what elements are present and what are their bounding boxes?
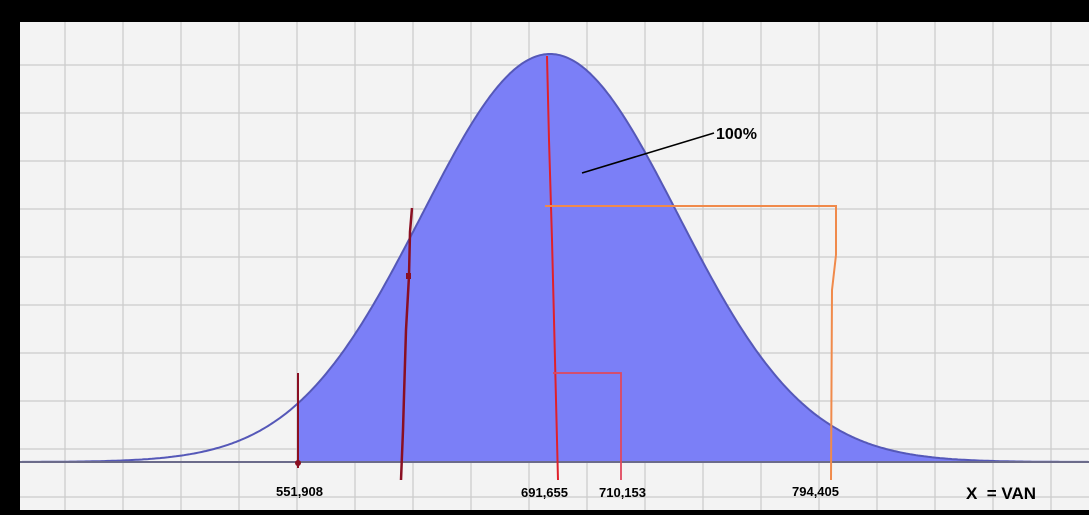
annotation-pointer (581, 132, 715, 174)
shaded-area (298, 54, 1089, 462)
tick-label-794405: 794,405 (792, 484, 839, 499)
marker-line-mean (546, 55, 559, 481)
normal-curve (22, 53, 1088, 463)
marker-line-intermediate (399, 207, 414, 481)
marker-dot-551908 (295, 460, 301, 466)
tick-label-710153: 710,153 (599, 485, 646, 500)
marker-dot-intermediate (406, 273, 411, 279)
bracket-794405 (545, 205, 837, 255)
tick-label-551908: 551,908 (276, 484, 323, 499)
bracket-794405-drop (830, 254, 837, 481)
bracket-710153 (553, 372, 622, 480)
tick-label-691655: 691,655 (521, 485, 568, 500)
annotation-label: 100% (716, 126, 757, 143)
axis-variable-label: X = VAN (966, 484, 1036, 503)
